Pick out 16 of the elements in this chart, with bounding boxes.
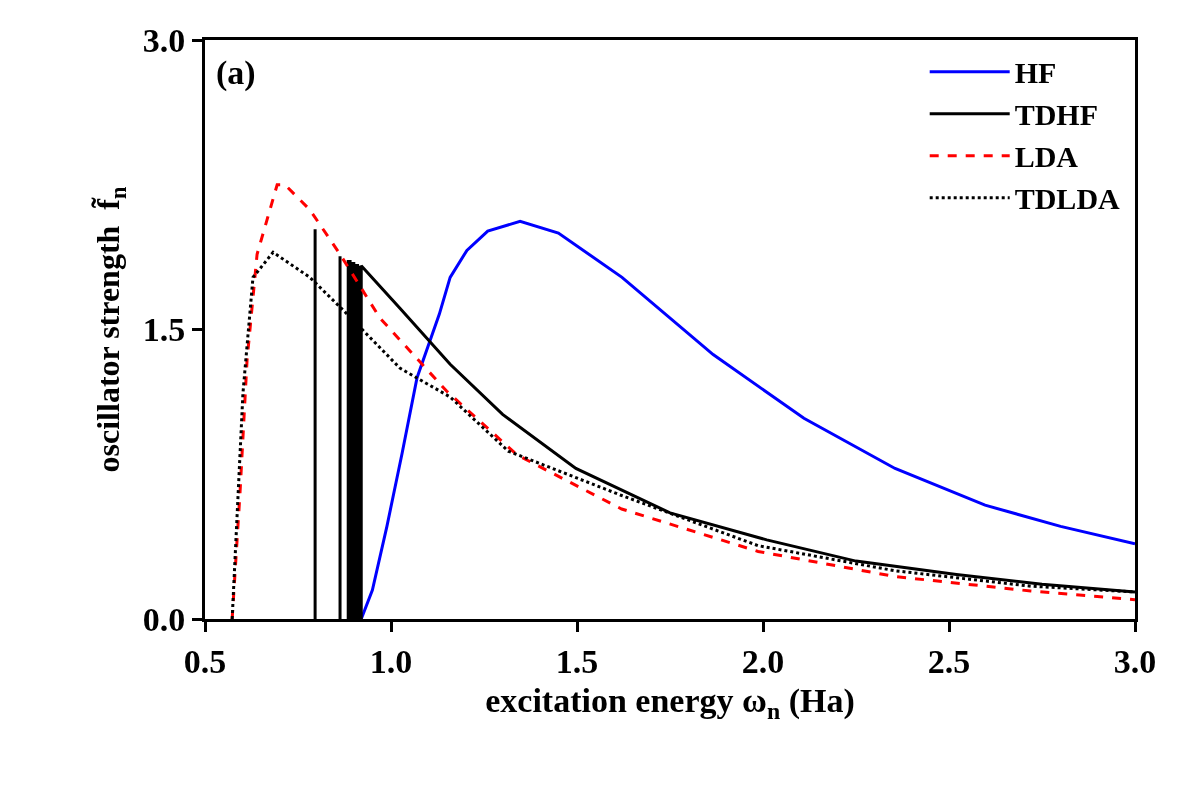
x-tick-label: 2.5 <box>927 642 971 680</box>
legend-label: HF <box>1014 56 1057 90</box>
x-tick-label: 3.0 <box>1113 642 1157 680</box>
y-tick-label: 3.0 <box>142 21 186 59</box>
x-tick-label: 0.5 <box>183 642 227 680</box>
x-axis-title: excitation energy ω$_{n}$ (Ha) <box>485 682 855 725</box>
annotation: (a) <box>216 54 256 92</box>
line-series <box>230 183 1135 619</box>
legend-label: TDLDA <box>1014 182 1121 216</box>
x-tick-label: 1.0 <box>369 642 413 680</box>
x-tick-label: 2.0 <box>741 642 785 680</box>
legend-label: LDA <box>1014 140 1079 174</box>
y-tick-label: 1.5 <box>142 311 186 349</box>
legend-label: TDHF <box>1014 98 1099 132</box>
x-tick-label: 1.5 <box>555 642 599 680</box>
y-tick-label: 0.0 <box>142 600 186 638</box>
